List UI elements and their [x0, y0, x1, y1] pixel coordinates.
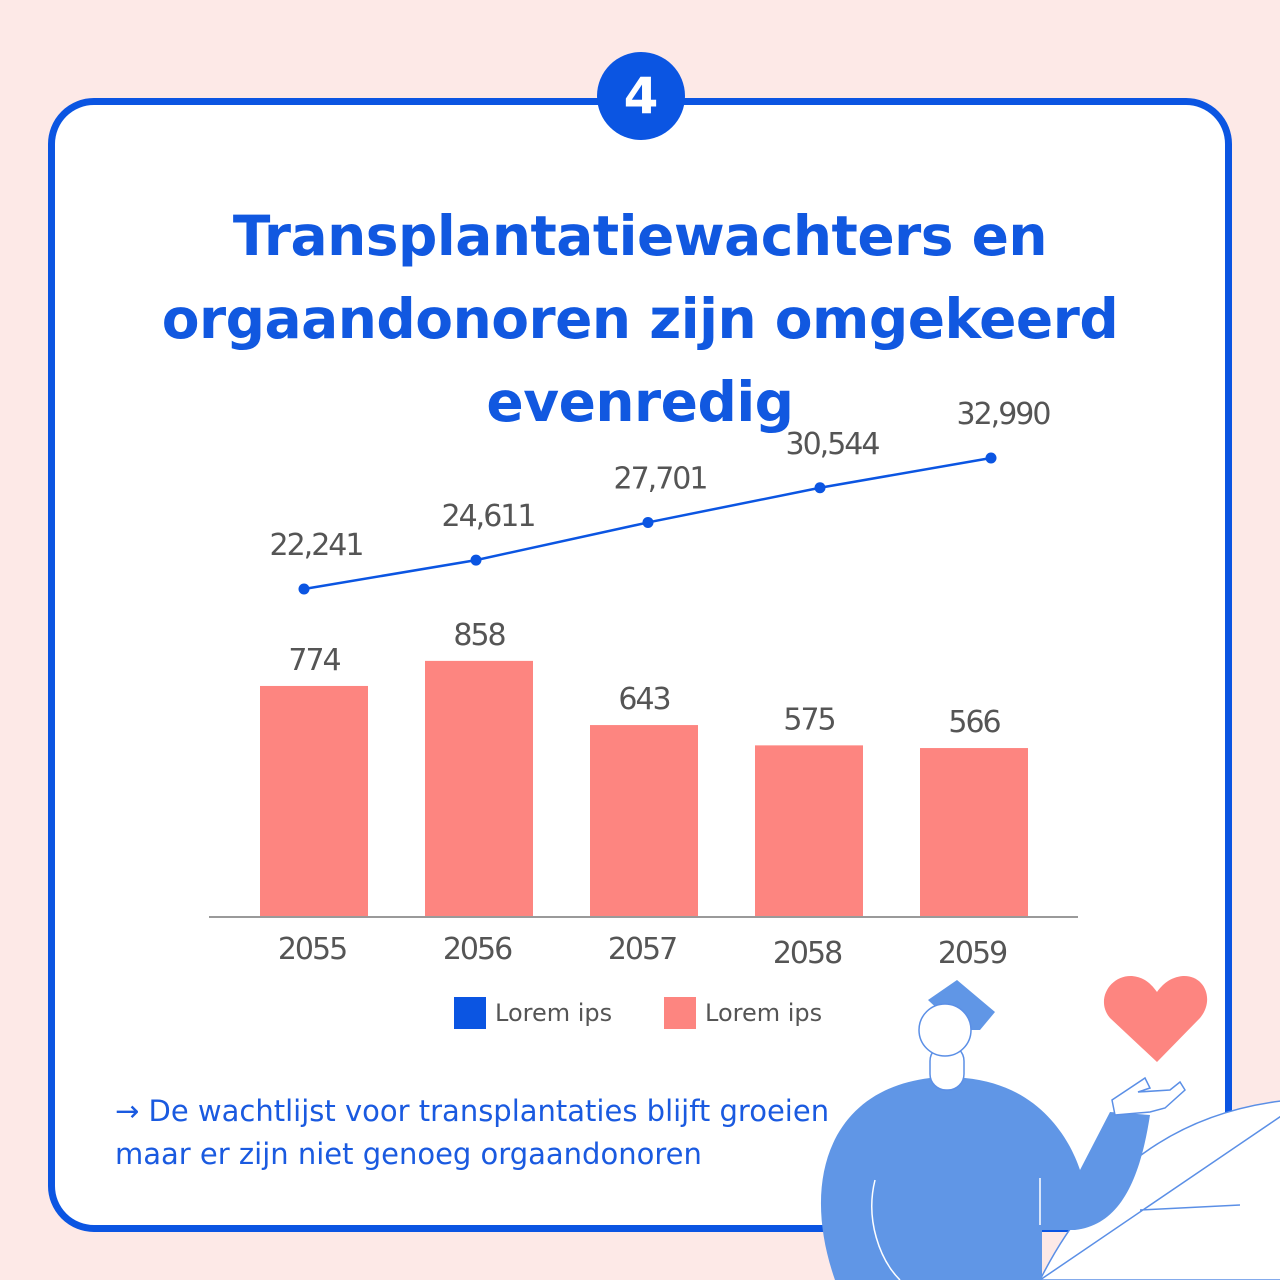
bar-value-label: 566 [948, 705, 1000, 740]
bar [755, 745, 863, 917]
bar-value-label: 858 [453, 618, 505, 653]
heart-icon [1103, 975, 1208, 1062]
conclusion-note: → De wachtlijst voor transplantaties bli… [115, 1090, 829, 1176]
x-tick-label: 2057 [608, 932, 676, 967]
x-tick-label: 2059 [938, 936, 1006, 971]
bar [590, 725, 698, 917]
bar [425, 660, 533, 917]
note-line-2: maar er zijn niet genoeg orgaandonoren [115, 1137, 702, 1171]
line-point [985, 452, 997, 464]
step-badge: 4 [597, 52, 685, 140]
title-line-2: orgaandonoren zijn omgekeerd evenredig [161, 287, 1119, 434]
legend-item-bar: Lorem ips [664, 997, 822, 1029]
line-value-label: 27,701 [614, 461, 707, 496]
page-title: Transplantatiewachters en orgaandonoren … [0, 195, 1280, 444]
note-line-1: → De wachtlijst voor transplantaties bli… [115, 1094, 830, 1128]
line-point [298, 583, 310, 595]
legend-item-line: Lorem ips [454, 997, 612, 1029]
bar-value-label: 575 [783, 702, 834, 737]
person-body [820, 1078, 1150, 1280]
line-point [814, 482, 826, 494]
line-value-label: 24,611 [442, 499, 535, 534]
legend-swatch-pink [664, 997, 696, 1029]
title-line-1: Transplantatiewachters en [232, 204, 1048, 268]
legend-swatch-blue [454, 997, 486, 1029]
bar-value-label: 774 [288, 643, 340, 678]
line-point [470, 554, 482, 566]
x-tick-label: 2058 [773, 936, 842, 971]
line-value-label: 32,990 [957, 397, 1051, 432]
card [48, 98, 1232, 1232]
line-point [642, 516, 654, 528]
legend-label: Lorem ips [495, 999, 613, 1027]
line-value-label: 22,241 [270, 528, 363, 563]
bar [260, 685, 368, 917]
person-hair [928, 980, 995, 1030]
legend-label: Lorem ips [705, 999, 823, 1027]
bar [920, 748, 1028, 917]
bar-value-label: 643 [618, 682, 669, 717]
line-value-label: 30,544 [786, 427, 880, 462]
x-tick-label: 2056 [443, 932, 512, 967]
x-tick-label: 2055 [278, 932, 346, 967]
